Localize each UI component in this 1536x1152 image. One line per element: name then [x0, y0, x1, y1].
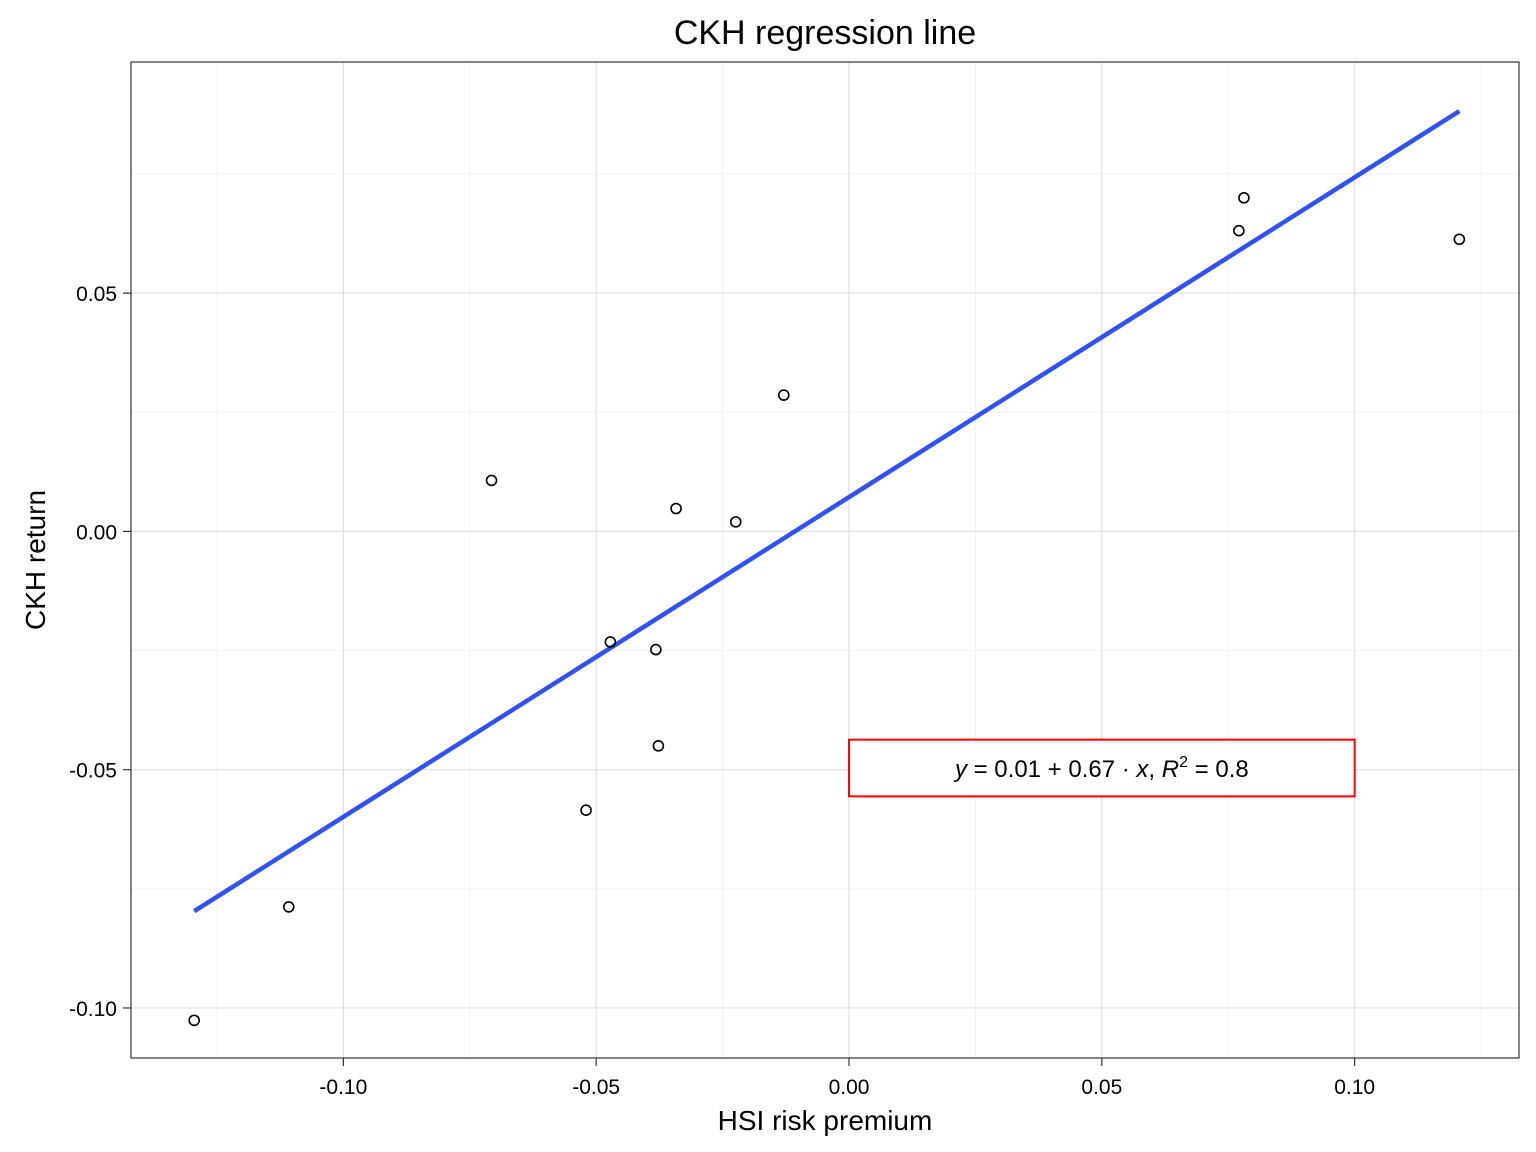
x-tick-label: 0.05 — [1081, 1076, 1122, 1099]
data-point — [188, 1014, 201, 1027]
data-point — [777, 389, 790, 401]
data-point — [580, 804, 592, 816]
chart-title: CKH regression line — [674, 14, 976, 52]
equation-label: y = 0.01 + 0.67 · x, R2 = 0.8 — [953, 754, 1249, 783]
data-point — [729, 516, 742, 528]
equation-box — [848, 738, 1356, 798]
x-tick-label: 0.00 — [829, 1076, 870, 1099]
eq-y: y — [953, 756, 969, 783]
eq-r2-value: = 0.8 — [1188, 756, 1249, 783]
data-point — [1233, 224, 1245, 237]
regression-line-layer — [193, 109, 1461, 914]
data-point — [604, 636, 617, 648]
x-tick-label: 0.10 — [1334, 1076, 1375, 1099]
y-axis: -0.10 -0.05 0.00 0.05 — [69, 283, 131, 1021]
y-tick-label: -0.10 — [69, 998, 117, 1021]
eq-r-superscript: 2 — [1179, 754, 1188, 771]
eq-comma: , — [1148, 756, 1161, 783]
grid-lines — [131, 62, 1519, 1058]
data-points — [188, 192, 1466, 1027]
y-tick-label: 0.00 — [76, 521, 117, 544]
data-point — [485, 474, 498, 487]
eq-slope: 0.67 — [1068, 756, 1115, 783]
eq-intercept: 0.01 — [994, 756, 1041, 783]
eq-r: R — [1162, 756, 1179, 783]
y-axis-title: CKH return — [20, 490, 51, 630]
data-point — [670, 502, 682, 515]
equation-annotation: y = 0.01 + 0.67 · x, R2 = 0.8 — [848, 738, 1356, 798]
eq-dot: · — [1115, 756, 1136, 783]
data-point — [652, 740, 665, 752]
eq-plus: + — [1041, 756, 1068, 783]
data-point — [1238, 192, 1250, 204]
x-axis-title: HSI risk premium — [718, 1105, 933, 1136]
y-tick-label: -0.05 — [69, 760, 117, 783]
data-point — [282, 901, 295, 913]
x-tick-label: -0.10 — [319, 1076, 367, 1099]
data-point — [650, 643, 662, 656]
data-point — [1453, 233, 1466, 246]
eq-equals: = — [967, 756, 994, 783]
plot-panel-border — [130, 61, 1520, 1059]
eq-x: x — [1135, 756, 1149, 783]
regression-line — [193, 109, 1461, 914]
x-tick-label: -0.05 — [572, 1076, 620, 1099]
x-axis: -0.10 -0.05 0.00 0.05 0.10 — [319, 1058, 1375, 1099]
y-tick-label: 0.05 — [76, 283, 117, 306]
